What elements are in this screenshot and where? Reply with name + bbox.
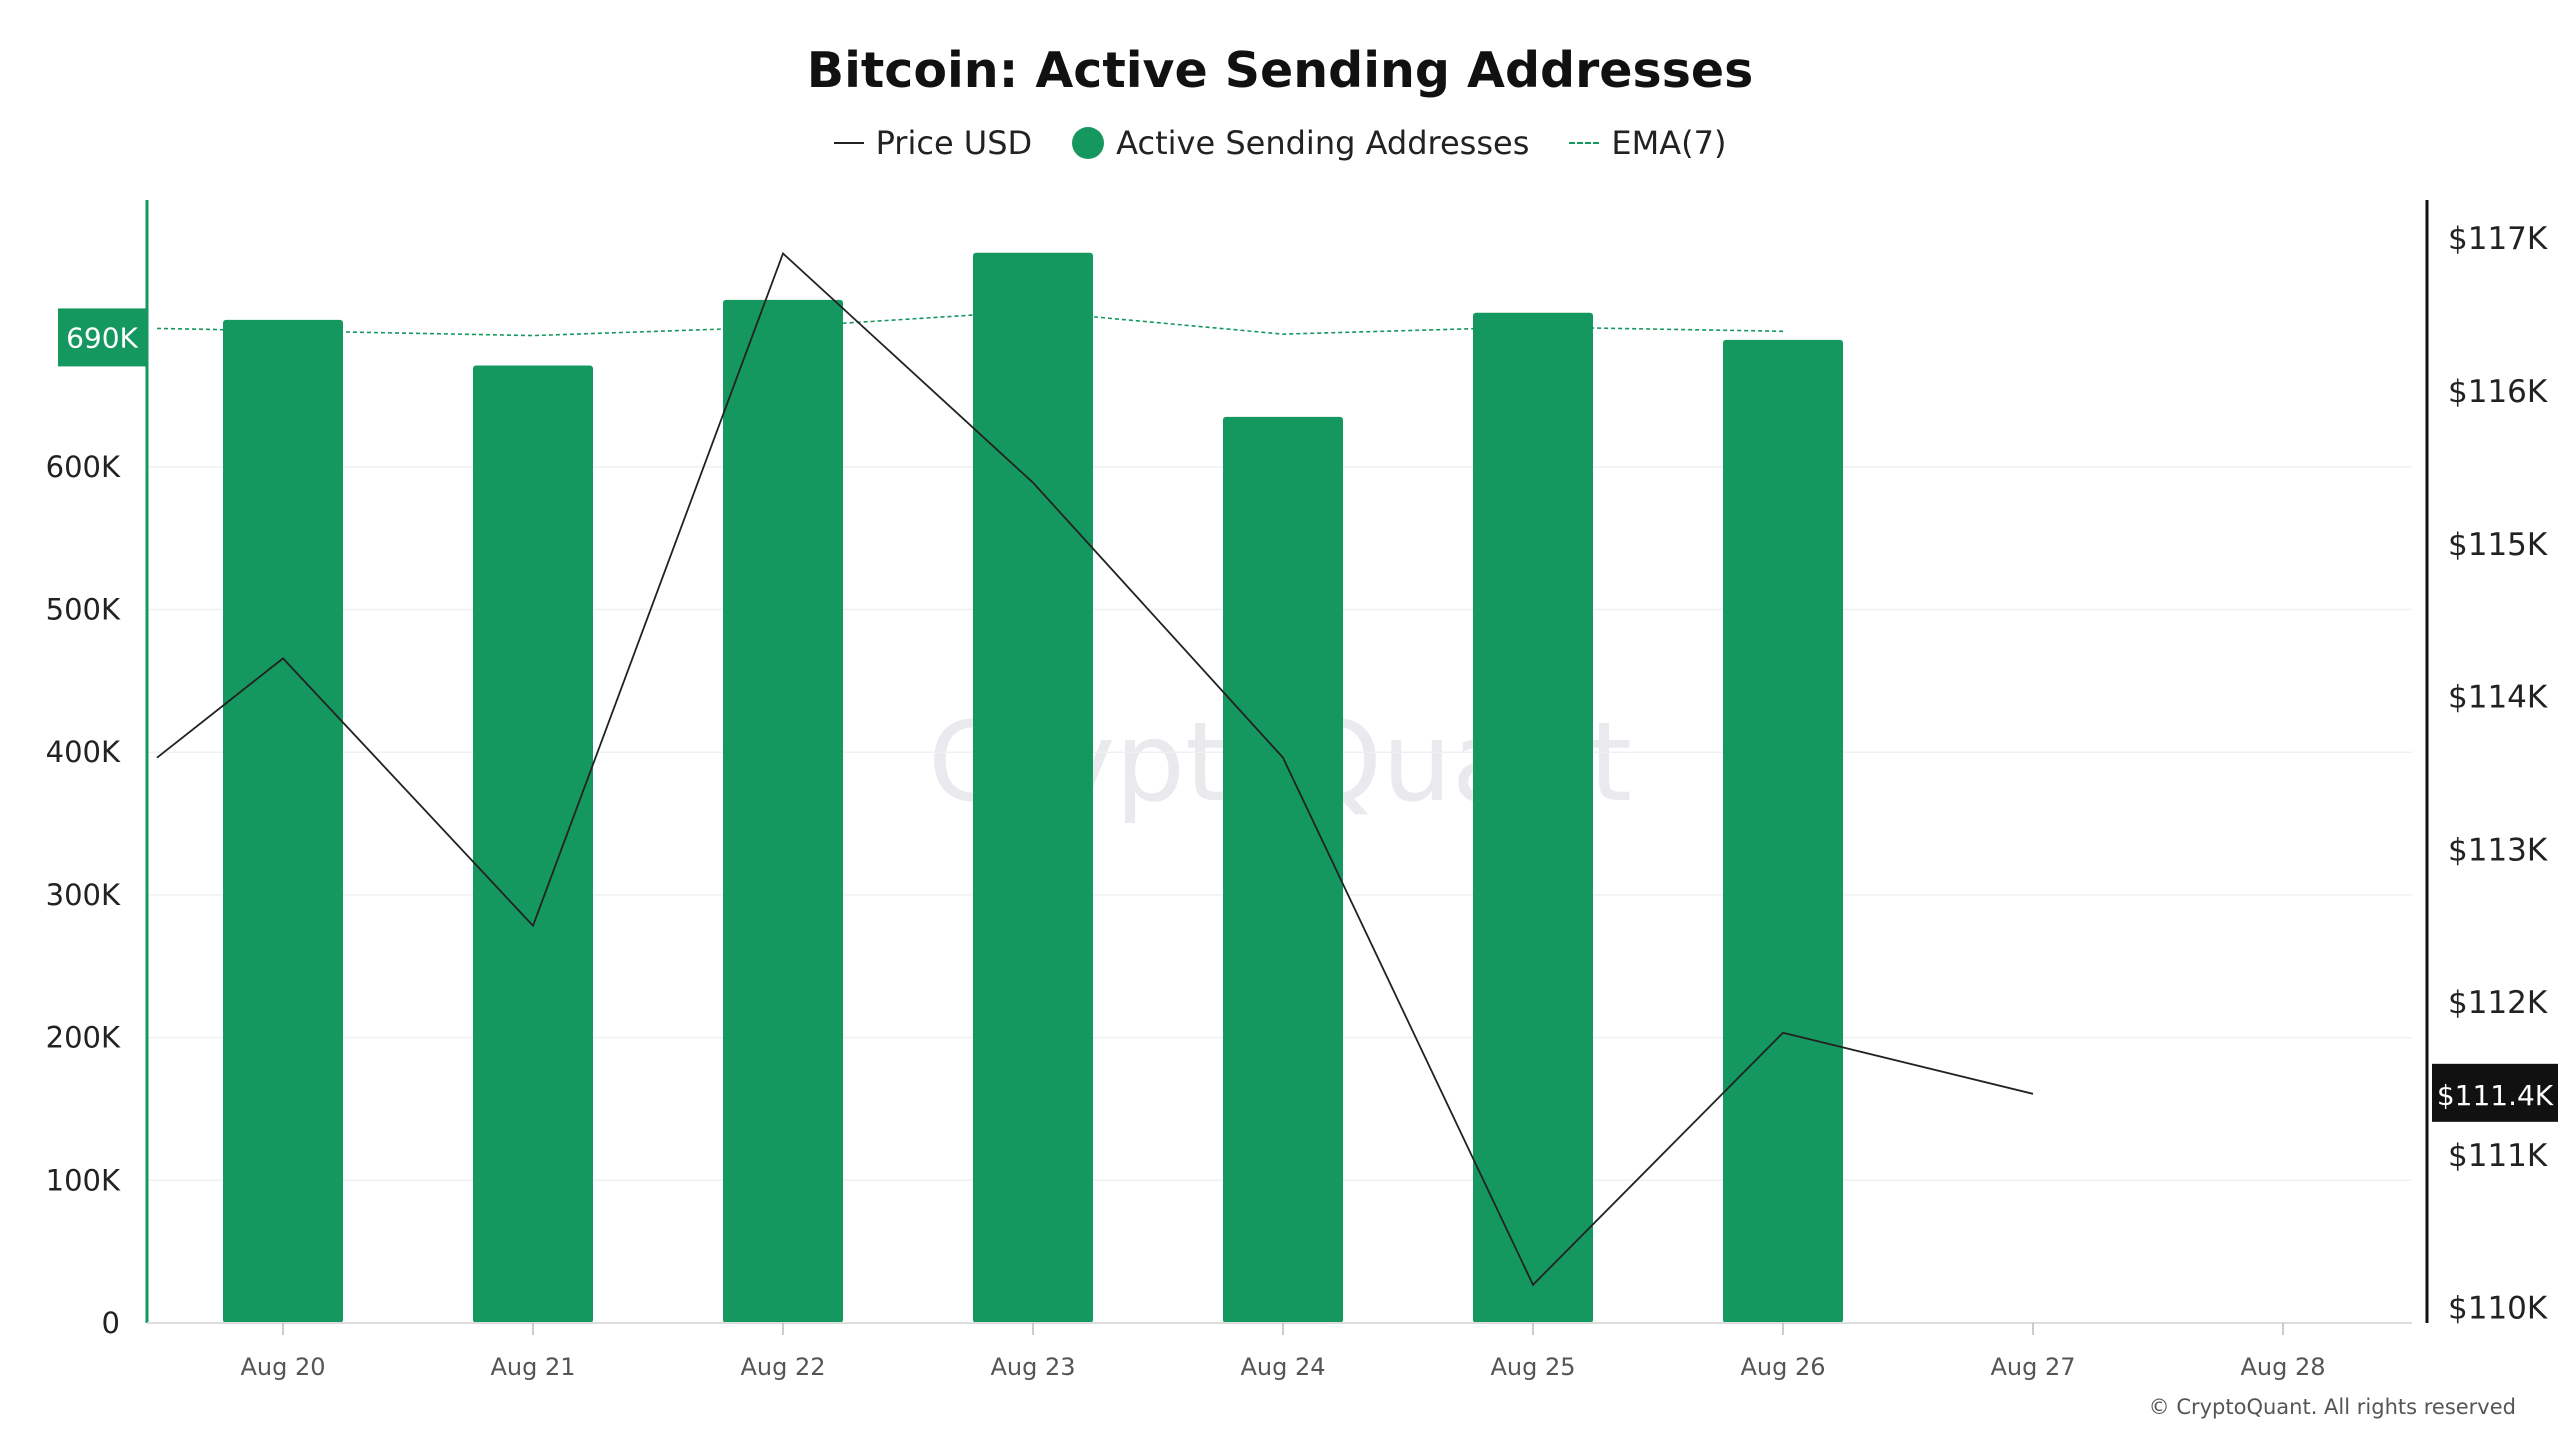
x-tick-label: Aug 22 bbox=[740, 1353, 825, 1381]
y-left-tick-label: 100K bbox=[46, 1163, 121, 1197]
legend-label-ema: EMA(7) bbox=[1611, 124, 1727, 162]
x-tick-label: Aug 21 bbox=[490, 1353, 575, 1381]
y-right-tick-label: $112K bbox=[2448, 985, 2548, 1021]
bar-aug-23 bbox=[973, 252, 1093, 1324]
bar-aug-24 bbox=[1223, 416, 1343, 1323]
y-right-tick-label: $113K bbox=[2448, 832, 2548, 868]
legend-item-ema[interactable]: EMA(7) bbox=[1569, 124, 1726, 162]
x-tick-label: Aug 27 bbox=[1990, 1353, 2075, 1381]
y-left-tick-label: 500K bbox=[46, 593, 121, 627]
y-right-tick-label: $111K bbox=[2448, 1138, 2548, 1174]
x-tick-label: Aug 28 bbox=[2240, 1353, 2325, 1381]
right-value-badge bbox=[2432, 1063, 2558, 1122]
right-value-badge-text: $111.4K bbox=[2437, 1079, 2554, 1112]
y-left-tick-label: 0 bbox=[102, 1306, 120, 1340]
bar-aug-21 bbox=[473, 365, 593, 1323]
x-tick-label: Aug 20 bbox=[240, 1353, 325, 1381]
bar-aug-20 bbox=[223, 319, 343, 1323]
bar-aug-25 bbox=[1473, 312, 1593, 1323]
y-left-tick-label: 300K bbox=[46, 878, 121, 912]
chart-title: Bitcoin: Active Sending Addresses bbox=[806, 42, 1754, 99]
y-right-tick-label: $115K bbox=[2448, 527, 2548, 563]
legend-label-price: Price USD bbox=[875, 124, 1033, 162]
y-right-tick-label: $116K bbox=[2448, 374, 2548, 410]
bar-aug-22 bbox=[723, 299, 843, 1324]
legend-label-active-addresses: Active Sending Addresses bbox=[1116, 124, 1530, 162]
left-value-badge bbox=[58, 308, 146, 367]
y-left-tick-label: 200K bbox=[46, 1021, 121, 1055]
legend-item-price[interactable]: Price USD bbox=[833, 124, 1033, 162]
y-left-tick-label: 400K bbox=[46, 735, 121, 769]
x-tick-label: Aug 24 bbox=[1240, 1353, 1325, 1381]
legend-dot-swatch bbox=[1072, 127, 1105, 159]
legend-line-swatch bbox=[833, 142, 864, 144]
y-right-tick-label: $117K bbox=[2448, 221, 2548, 257]
left-value-badge-text: 690K bbox=[66, 321, 138, 354]
legend-dash-swatch bbox=[1569, 142, 1600, 144]
y-left-tick-label: 600K bbox=[46, 450, 121, 484]
x-tick-label: Aug 23 bbox=[990, 1353, 1075, 1381]
copyright-footer: © CryptoQuant. All rights reserved bbox=[2148, 1395, 2516, 1419]
y-right-tick-label: $110K bbox=[2448, 1291, 2548, 1327]
x-tick-label: Aug 26 bbox=[1740, 1353, 1825, 1381]
ema-line bbox=[156, 310, 1784, 337]
legend-item-active-addresses[interactable]: Active Sending Addresses bbox=[1072, 124, 1529, 162]
x-tick-label: Aug 25 bbox=[1490, 1353, 1575, 1381]
y-right-tick-label: $114K bbox=[2448, 680, 2548, 716]
bar-aug-26 bbox=[1723, 339, 1843, 1323]
legend: Price USD Active Sending Addresses EMA(7… bbox=[0, 124, 2560, 162]
price-line bbox=[156, 251, 2034, 1287]
